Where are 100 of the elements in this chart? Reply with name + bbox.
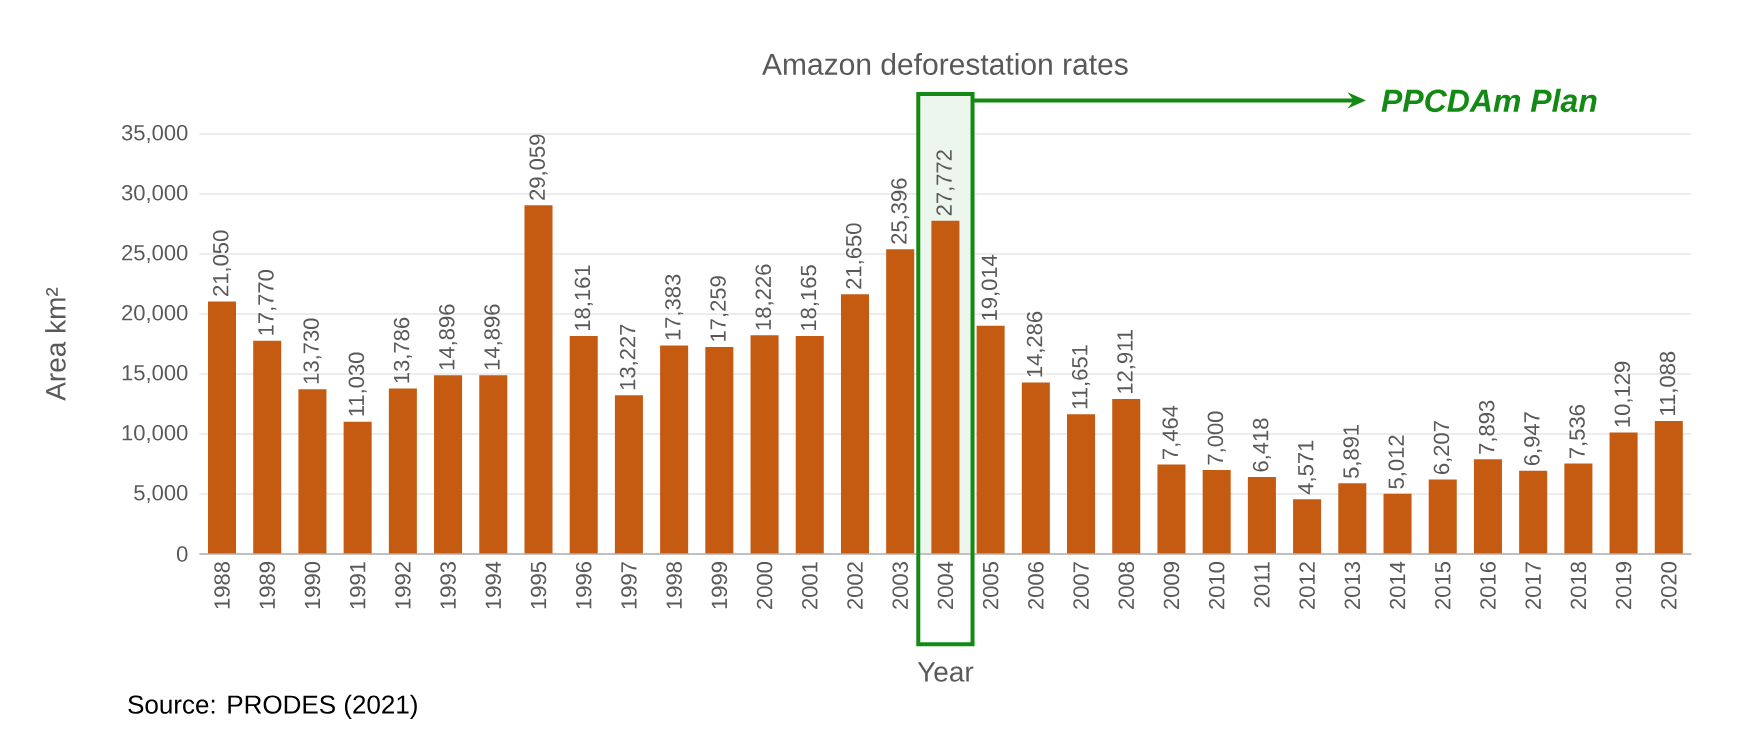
bar	[1383, 493, 1412, 554]
data-label: 14,286	[1026, 311, 1045, 377]
data-label: 11,030	[348, 352, 367, 416]
bar	[1654, 420, 1683, 554]
x-tick-label: 2013	[1344, 562, 1361, 609]
data-label: 21,050	[212, 230, 232, 296]
bar	[1112, 399, 1141, 554]
bar	[931, 220, 960, 554]
data-label: 6,418	[1252, 418, 1271, 472]
bar	[1067, 414, 1096, 554]
x-tick-label: 1999	[711, 562, 728, 609]
x-tick-label: 2009	[1163, 562, 1180, 609]
bar	[298, 389, 327, 554]
bar	[1338, 483, 1367, 554]
bar	[705, 346, 734, 554]
data-label: 18,161	[574, 265, 593, 331]
bar	[660, 345, 689, 554]
y-tick-label: 25,000	[122, 244, 188, 264]
y-tick-label: 35,000	[121, 124, 188, 144]
x-tick-label: 1990	[304, 561, 321, 609]
x-tick-label: 1994	[485, 561, 502, 609]
data-label: 7,893	[1478, 400, 1498, 454]
bar	[1473, 459, 1502, 554]
y-tick-label: 5,000	[134, 484, 188, 504]
data-label: 10,129	[1614, 361, 1633, 427]
x-tick-label: 1988	[214, 562, 230, 609]
data-label: 5,891	[1343, 424, 1362, 479]
bar	[1157, 464, 1186, 554]
x-tick-label: 1997	[621, 562, 637, 609]
x-tick-label: 2006	[1028, 562, 1044, 609]
bar	[614, 395, 643, 554]
data-label: 7,000	[1207, 411, 1226, 465]
data-label: 6,207	[1433, 421, 1452, 474]
x-tick-label: 2003	[892, 562, 908, 609]
y-tick-label: 0	[176, 546, 188, 562]
y-tick-label: 10,000	[122, 424, 188, 444]
bar	[1564, 463, 1593, 554]
data-label: 14,896	[484, 304, 503, 370]
data-label: 4,571	[1298, 440, 1317, 495]
data-label: 13,786	[393, 317, 412, 383]
bar	[1202, 470, 1231, 554]
y-tick-label: 15,000	[122, 364, 188, 384]
bar	[253, 340, 282, 554]
x-tick-label: 2010	[1208, 561, 1225, 609]
bar	[886, 249, 915, 554]
data-label: 6,947	[1524, 412, 1543, 466]
bar	[1428, 479, 1457, 554]
x-tick-label: 2004	[937, 561, 954, 609]
x-tick-label: 2001	[802, 562, 818, 609]
data-label: 13,730	[303, 318, 322, 384]
x-tick-label: 1998	[666, 562, 682, 609]
bar	[434, 375, 463, 554]
x-axis-title: Year	[917, 662, 974, 682]
data-label: 7,536	[1569, 405, 1588, 459]
bar	[1247, 476, 1276, 554]
bar	[343, 421, 372, 554]
bar	[976, 325, 1005, 554]
bar	[1519, 470, 1548, 554]
x-tick-label: 1993	[440, 562, 456, 609]
data-label: 17,770	[258, 269, 277, 335]
x-tick-label: 2017	[1525, 562, 1541, 609]
x-tick-label: 2002	[847, 562, 863, 609]
x-tick-label: 2000	[756, 561, 773, 609]
x-tick-label: 2014	[1389, 561, 1406, 609]
x-tick-label: 2019	[1615, 562, 1632, 609]
x-tick-label: 2012	[1299, 562, 1315, 609]
x-tick-label: 1989	[259, 562, 276, 609]
data-label: 13,227	[619, 324, 639, 390]
data-label: 29,059	[529, 134, 548, 200]
data-label: 12,911	[1117, 330, 1136, 394]
bar	[795, 336, 824, 554]
data-label: 18,226	[755, 264, 774, 330]
x-tick-label: 2015	[1434, 562, 1451, 609]
x-tick-label: 2020	[1661, 561, 1677, 609]
data-label: 11,651	[1071, 345, 1091, 409]
y-tick-label: 30,000	[121, 184, 188, 204]
y-axis-title: Area km²	[45, 287, 66, 401]
x-tick-label: 2005	[982, 562, 999, 609]
x-tick-label: 1996	[575, 562, 592, 609]
bar	[569, 336, 598, 554]
data-label: 18,165	[800, 265, 819, 330]
data-label: 21,650	[845, 223, 865, 289]
chart-title: Amazon deforestation rates	[762, 52, 1128, 75]
x-tick-label: 2016	[1480, 562, 1496, 609]
x-tick-label: 1995	[530, 562, 547, 609]
source-note: Source: PRODES (2021)	[128, 694, 417, 719]
bar	[207, 301, 237, 554]
band-label: PPCDAm Plan	[1381, 88, 1597, 113]
data-label: 17,383	[665, 274, 684, 340]
x-tick-label: 2018	[1570, 562, 1587, 609]
data-label: 5,012	[1388, 435, 1407, 489]
data-label: 19,014	[981, 254, 1000, 320]
x-tick-label: 2008	[1118, 562, 1135, 609]
data-label: 25,396	[891, 178, 910, 244]
x-tick-label: 2007	[1073, 562, 1089, 609]
bar	[1021, 382, 1050, 554]
bar	[479, 375, 508, 554]
data-label: 27,772	[936, 150, 955, 216]
x-tick-label: 1991	[349, 562, 366, 609]
bar	[1609, 432, 1638, 554]
